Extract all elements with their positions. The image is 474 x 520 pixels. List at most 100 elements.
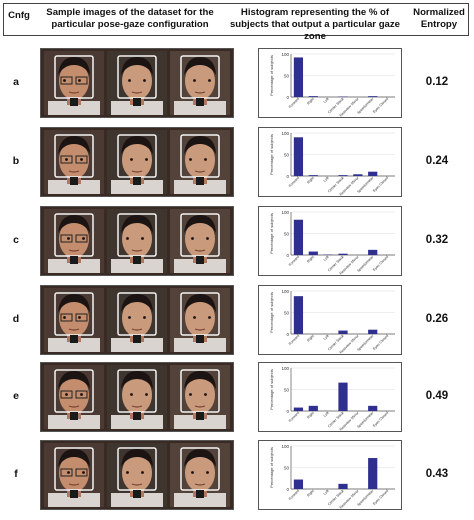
shirt xyxy=(174,101,226,115)
face xyxy=(59,62,89,100)
normalized-entropy-value: 0.43 xyxy=(425,468,449,480)
shirt xyxy=(48,180,100,194)
eye-left xyxy=(191,237,194,240)
sample-photo xyxy=(170,365,230,429)
face-photo xyxy=(170,51,230,115)
y-tick-label: 100 xyxy=(281,444,289,449)
category-label: Left xyxy=(323,411,330,418)
category-label: Forward xyxy=(288,411,300,423)
eye-right xyxy=(145,158,148,161)
y-axis-label: Percentage of subjects xyxy=(269,292,274,333)
mouth xyxy=(194,405,206,408)
face xyxy=(185,299,215,337)
sample-photo xyxy=(107,288,167,352)
eye-right xyxy=(206,237,209,240)
shirt xyxy=(48,415,100,429)
category-label: Left xyxy=(323,255,330,262)
row-label: b xyxy=(12,155,20,167)
normalized-entropy-value: 0.24 xyxy=(425,155,449,167)
eye-right xyxy=(143,79,146,82)
chin-camera xyxy=(133,177,141,185)
mouth xyxy=(194,91,206,94)
category-label: Forward xyxy=(288,334,300,346)
category-label: Left xyxy=(323,176,330,183)
row-label: e xyxy=(13,390,19,402)
face xyxy=(59,454,89,492)
shirt xyxy=(174,415,226,429)
histogram-svg: 100 50 0 Percentage of subjects Forward Right… xyxy=(269,366,395,431)
normalized-entropy-value: 0.26 xyxy=(425,313,449,325)
face-photo xyxy=(107,130,167,194)
hair xyxy=(58,449,90,467)
sample-images xyxy=(40,127,234,197)
histogram-svg: 100 50 0 Percentage of subjects Forward Right… xyxy=(269,131,395,196)
y-tick-label: 50 xyxy=(284,73,290,78)
sample-photo xyxy=(170,288,230,352)
category-label: Right xyxy=(306,489,315,498)
histogram-svg: 100 50 0 Percentage of subjects Forward Right… xyxy=(269,210,395,275)
face xyxy=(59,220,89,258)
histogram-bar xyxy=(368,458,378,489)
glasses-right xyxy=(75,76,88,85)
chin-camera xyxy=(70,177,78,185)
histogram-bar xyxy=(368,96,378,97)
y-tick-label: 0 xyxy=(286,95,289,100)
face-photo xyxy=(107,443,167,507)
hair xyxy=(121,136,153,154)
gaze-zone-histogram: 100 50 0 Percentage of subjects Forward Right… xyxy=(258,206,402,276)
histogram-bar xyxy=(338,382,348,411)
eye-left xyxy=(65,393,68,396)
hair xyxy=(184,215,216,233)
shirt xyxy=(111,259,163,273)
face-photo xyxy=(44,365,104,429)
y-tick-label: 0 xyxy=(286,253,289,258)
category-label: Eyes Closed xyxy=(372,489,389,506)
histogram-bar xyxy=(293,479,304,489)
shirt xyxy=(111,101,163,115)
y-tick-label: 50 xyxy=(284,231,290,236)
y-tick-label: 100 xyxy=(281,366,289,371)
header-cnfg: Cnfg xyxy=(8,10,30,21)
eye-left xyxy=(128,316,131,319)
chin-camera xyxy=(70,256,78,264)
hair xyxy=(184,371,216,389)
header-entropy: Normalized Entropy xyxy=(413,7,465,30)
hair xyxy=(121,215,153,233)
face-photo xyxy=(170,288,230,352)
mouth xyxy=(194,249,206,252)
face xyxy=(122,220,152,258)
shirt xyxy=(48,259,100,273)
hair xyxy=(58,136,90,154)
mouth xyxy=(131,249,143,252)
chin-camera xyxy=(70,490,78,498)
face-photo xyxy=(170,130,230,194)
histogram-bar xyxy=(293,296,304,334)
chin-camera xyxy=(133,335,141,343)
eye-left xyxy=(189,393,192,396)
face-photo xyxy=(44,51,104,115)
category-label: Eyes Closed xyxy=(372,334,389,351)
histogram-bar xyxy=(293,219,304,255)
glasses-right xyxy=(75,155,88,164)
mouth xyxy=(68,170,80,173)
face xyxy=(185,62,215,100)
header-samples: Sample images of the dataset for the par… xyxy=(46,7,214,30)
face xyxy=(185,220,215,258)
eye-left xyxy=(65,158,68,161)
y-tick-label: 50 xyxy=(284,387,290,392)
eye-right xyxy=(204,158,207,161)
face xyxy=(59,299,89,337)
face-photo xyxy=(44,209,104,273)
hair xyxy=(184,449,216,467)
face xyxy=(122,454,152,492)
mouth xyxy=(131,483,143,486)
face xyxy=(59,376,89,414)
category-label: Left xyxy=(323,97,330,104)
face xyxy=(122,62,152,100)
shirt xyxy=(174,259,226,273)
shirt xyxy=(111,180,163,194)
face-photo xyxy=(107,288,167,352)
hair xyxy=(58,57,90,75)
hair xyxy=(121,294,153,312)
